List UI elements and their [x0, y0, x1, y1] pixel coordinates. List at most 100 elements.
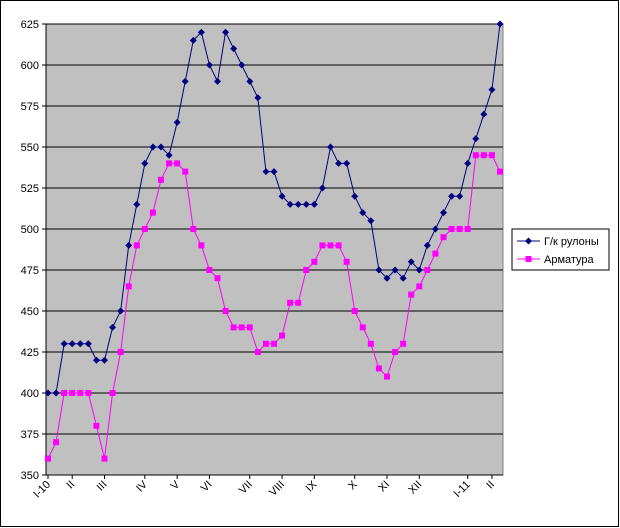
point	[335, 242, 342, 249]
point	[133, 200, 141, 208]
point	[456, 226, 463, 232]
point	[69, 390, 76, 396]
point	[399, 274, 407, 282]
point	[472, 152, 479, 159]
point	[197, 28, 205, 36]
point	[141, 226, 148, 232]
point	[125, 241, 133, 249]
point	[77, 390, 84, 396]
point	[125, 283, 132, 290]
point	[117, 307, 125, 315]
legend-label: Г/к рулоны	[544, 236, 599, 248]
point	[254, 94, 262, 102]
point	[383, 274, 391, 282]
point	[295, 299, 302, 306]
point	[238, 324, 245, 331]
y-tick-label: 500	[21, 224, 39, 236]
point	[367, 217, 375, 225]
legend-marker	[525, 237, 532, 245]
legend-label: Арматура	[544, 254, 595, 266]
point	[214, 275, 221, 282]
point	[117, 349, 124, 355]
point	[84, 340, 92, 348]
point	[448, 226, 455, 232]
point	[53, 439, 60, 446]
point	[497, 168, 503, 175]
point	[85, 390, 92, 396]
point	[254, 349, 261, 355]
point	[52, 389, 60, 397]
point	[343, 258, 350, 265]
y-tick-label: 400	[21, 388, 39, 400]
point	[343, 159, 351, 167]
point	[488, 152, 495, 159]
point	[61, 390, 68, 396]
point	[101, 455, 108, 462]
point	[92, 356, 100, 364]
point	[222, 308, 229, 314]
point	[133, 242, 140, 249]
point	[76, 340, 84, 348]
point	[287, 299, 294, 306]
point	[190, 226, 197, 232]
y-tick-label: 550	[21, 142, 39, 154]
point	[286, 200, 294, 208]
point	[141, 159, 149, 167]
point	[431, 225, 439, 233]
point	[391, 266, 399, 274]
point	[303, 267, 310, 273]
point	[109, 390, 116, 396]
point	[440, 234, 447, 241]
point	[416, 283, 423, 290]
point	[335, 159, 343, 167]
point	[496, 20, 504, 28]
y-tick-label: 375	[21, 429, 39, 441]
point	[375, 266, 383, 274]
point	[93, 422, 100, 429]
point	[173, 118, 181, 126]
point	[246, 324, 253, 331]
point	[278, 192, 286, 200]
point	[415, 266, 423, 274]
point	[359, 324, 366, 331]
y-tick-label: 475	[21, 265, 39, 277]
point	[310, 200, 318, 208]
point	[375, 365, 382, 372]
point	[68, 340, 76, 348]
point	[230, 45, 238, 53]
point	[158, 176, 164, 183]
point	[149, 209, 156, 216]
point	[367, 340, 374, 347]
point	[448, 192, 456, 200]
y-tick-label: 525	[21, 183, 39, 195]
point	[206, 267, 213, 273]
point	[149, 143, 157, 151]
point	[189, 36, 197, 44]
point	[472, 135, 480, 143]
point	[182, 168, 189, 175]
point	[271, 340, 277, 347]
point	[480, 152, 487, 159]
point	[262, 168, 270, 176]
point	[246, 77, 254, 85]
point	[311, 258, 318, 265]
point	[198, 242, 205, 249]
point	[440, 209, 447, 217]
point	[392, 349, 399, 355]
point	[157, 143, 165, 151]
point	[165, 151, 173, 159]
point	[456, 192, 464, 200]
legend	[511, 228, 610, 271]
point	[166, 160, 173, 167]
point	[351, 308, 358, 314]
y-tick-label: 625	[21, 19, 39, 31]
point	[205, 61, 213, 69]
point	[488, 86, 496, 94]
point	[464, 159, 472, 167]
plot-area	[45, 23, 504, 476]
point	[351, 192, 359, 200]
point	[230, 324, 237, 331]
point	[400, 340, 407, 347]
y-tick-label: 600	[21, 60, 39, 72]
